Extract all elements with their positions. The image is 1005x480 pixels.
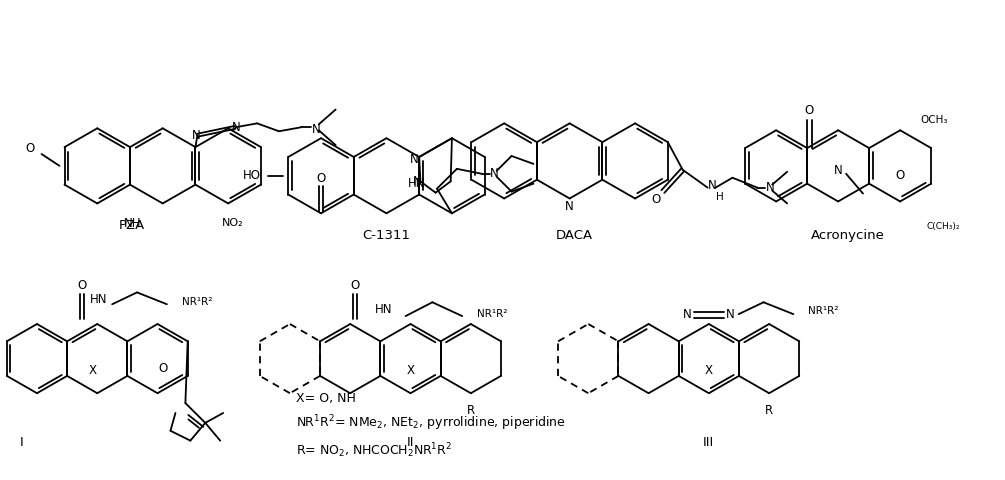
Text: HO: HO [243, 169, 261, 182]
Text: III: III [704, 436, 715, 449]
Text: X: X [705, 364, 713, 377]
Text: HN: HN [375, 303, 393, 316]
Text: N: N [682, 308, 691, 321]
Text: N: N [709, 179, 717, 192]
Text: HN: HN [89, 293, 108, 306]
Text: C(CH₃)₂: C(CH₃)₂ [927, 222, 960, 231]
Text: II: II [407, 436, 414, 449]
Text: O: O [651, 193, 660, 206]
Text: N: N [766, 181, 775, 194]
Text: X: X [88, 364, 96, 377]
Text: HN: HN [408, 177, 425, 190]
Text: X= O, NH: X= O, NH [296, 392, 356, 405]
Text: N: N [565, 200, 574, 213]
Text: O: O [317, 172, 326, 185]
Text: N: N [727, 308, 735, 321]
Text: Acronycine: Acronycine [811, 228, 885, 241]
Text: NR$^1$R$^2$= NMe$_2$, NEt$_2$, pyrrolidine, piperidine: NR$^1$R$^2$= NMe$_2$, NEt$_2$, pyrrolidi… [296, 413, 566, 432]
Text: N: N [413, 175, 422, 188]
Text: H: H [716, 192, 724, 203]
Text: C-1311: C-1311 [363, 228, 410, 241]
Text: N: N [192, 129, 201, 142]
Text: PZA: PZA [119, 219, 145, 232]
Text: NR¹R²: NR¹R² [808, 306, 839, 316]
Text: R: R [765, 405, 773, 418]
Text: O: O [895, 169, 904, 182]
Text: N: N [490, 167, 499, 180]
Text: O: O [25, 142, 34, 155]
Text: N: N [834, 164, 842, 177]
Text: N: N [312, 123, 321, 136]
Text: X: X [406, 364, 414, 377]
Text: O: O [804, 104, 814, 117]
Text: N: N [232, 121, 240, 134]
Text: R: R [466, 405, 474, 418]
Text: O: O [77, 279, 87, 292]
Text: O: O [158, 362, 167, 375]
Text: N: N [410, 154, 419, 167]
Text: O: O [351, 279, 360, 292]
Text: I: I [20, 436, 24, 449]
Text: NR¹R²: NR¹R² [477, 309, 508, 319]
Text: DACA: DACA [556, 228, 593, 241]
Text: NR¹R²: NR¹R² [182, 297, 212, 307]
Text: OCH₃: OCH₃ [920, 115, 948, 125]
Text: R= NO$_2$, NHCOCH$_2$NR$^1$R$^2$: R= NO$_2$, NHCOCH$_2$NR$^1$R$^2$ [296, 441, 452, 460]
Text: NH: NH [125, 216, 142, 230]
Text: NO₂: NO₂ [222, 218, 244, 228]
